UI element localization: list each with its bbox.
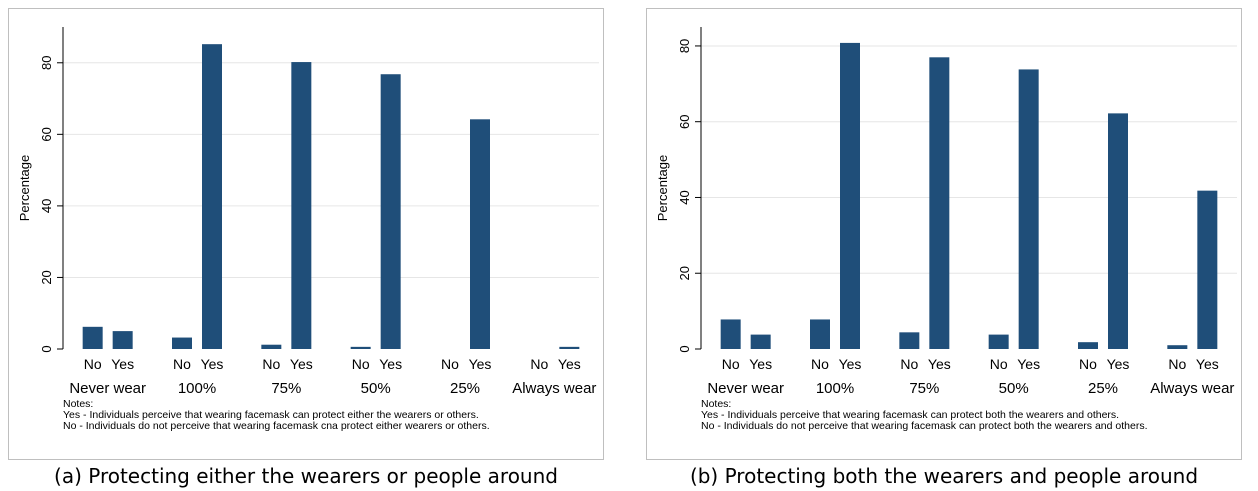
group-label: 50%	[999, 380, 1029, 397]
bar	[172, 337, 192, 349]
chart-panel-b: 0 20 40 60 80 Percentage No Yes Never wear No Yes 1…	[646, 8, 1242, 460]
bar	[929, 57, 950, 350]
y-axis-label: Percentage	[655, 155, 670, 222]
subcategory-label: No	[722, 356, 740, 372]
notes-no-line: No - Individuals do not perceive that we…	[63, 420, 490, 432]
group-label: Always wear	[1150, 380, 1234, 397]
group-label: 75%	[271, 380, 301, 397]
subcategory-label: Yes	[1107, 356, 1130, 372]
chart-b-svg: 0 20 40 60 80 Percentage No Yes Never wear No Yes 1…	[655, 27, 1237, 397]
bar	[720, 319, 741, 349]
chart-a-notes: Notes: Yes - Individuals perceive that w…	[63, 399, 490, 432]
chart-a-svg: 0 20 40 60 80 Percentage No Yes Never wear No Yes 1…	[17, 27, 599, 397]
bar	[1108, 113, 1128, 349]
subcategory-label: No	[262, 356, 280, 372]
subcategory-label: No	[84, 356, 102, 372]
notes-heading: Notes:	[63, 398, 94, 410]
bar	[1018, 69, 1039, 350]
chart-panel-a: 0 20 40 60 80 Percentage No Yes Never wear No Yes 1…	[8, 8, 604, 460]
notes-no-line: No - Individuals do not perceive that we…	[701, 420, 1148, 432]
subcategory-label: Yes	[1196, 356, 1219, 372]
notes-yes-line: Yes - Individuals perceive that wearing …	[63, 409, 479, 421]
subcategory-label: No	[990, 356, 1008, 372]
bar	[380, 74, 401, 349]
subcategory-label: No	[811, 356, 829, 372]
y-tick-label: 80	[39, 56, 54, 70]
subcategory-label: No	[173, 356, 191, 372]
bar	[1078, 342, 1098, 349]
subcategory-label: Yes	[379, 356, 402, 372]
y-tick-label: 0	[39, 345, 54, 352]
notes-heading: Notes:	[701, 398, 732, 410]
y-tick-label: 60	[39, 127, 54, 141]
subcategory-label: No	[441, 356, 459, 372]
y-tick-label: 20	[677, 266, 692, 280]
bar	[810, 319, 830, 349]
bar	[261, 344, 282, 349]
bar	[291, 62, 312, 349]
group-label: 100%	[816, 380, 854, 397]
subcategory-label: Yes	[290, 356, 313, 372]
y-tick-label: 60	[677, 114, 692, 128]
subcategory-label: Yes	[111, 356, 134, 372]
subcategory-label: No	[1168, 356, 1186, 372]
subcategory-label: Yes	[839, 356, 862, 372]
bar	[470, 119, 490, 349]
bar	[750, 334, 771, 349]
subcategory-label: No	[1079, 356, 1097, 372]
bar	[202, 44, 222, 349]
y-axis-label: Percentage	[17, 155, 32, 222]
subcategory-label: Yes	[1017, 356, 1040, 372]
y-tick-label: 80	[677, 39, 692, 53]
caption-b: (b) Protecting both the wearers and peop…	[689, 464, 1199, 488]
subcategory-label: No	[530, 356, 548, 372]
bar	[559, 346, 580, 349]
bar	[899, 332, 920, 349]
group-label: Always wear	[512, 380, 596, 397]
group-label: 75%	[909, 380, 939, 397]
y-tick-label: 40	[677, 190, 692, 204]
bar	[840, 42, 860, 350]
chart-b-notes: Notes: Yes - Individuals perceive that w…	[701, 399, 1148, 432]
subcategory-label: Yes	[469, 356, 492, 372]
caption-a: (a) Protecting either the wearers or peo…	[54, 464, 558, 488]
subcategory-label: Yes	[201, 356, 224, 372]
notes-yes-line: Yes - Individuals perceive that wearing …	[701, 409, 1120, 421]
y-tick-label: 0	[677, 345, 692, 352]
subcategory-label: No	[900, 356, 918, 372]
subcategory-label: Yes	[928, 356, 951, 372]
y-tick-label: 20	[39, 270, 54, 284]
bar	[82, 326, 103, 349]
bar	[988, 334, 1009, 349]
bar	[112, 331, 133, 349]
group-label: Never wear	[707, 380, 784, 397]
bar	[350, 346, 371, 349]
group-label: 25%	[450, 380, 480, 397]
bar	[1167, 345, 1188, 349]
group-label: 100%	[178, 380, 216, 397]
y-tick-label: 40	[39, 199, 54, 213]
bar	[1197, 190, 1218, 349]
group-label: Never wear	[69, 380, 146, 397]
group-label: 25%	[1088, 380, 1118, 397]
subcategory-label: No	[352, 356, 370, 372]
subcategory-label: Yes	[558, 356, 581, 372]
subcategory-label: Yes	[749, 356, 772, 372]
group-label: 50%	[361, 380, 391, 397]
